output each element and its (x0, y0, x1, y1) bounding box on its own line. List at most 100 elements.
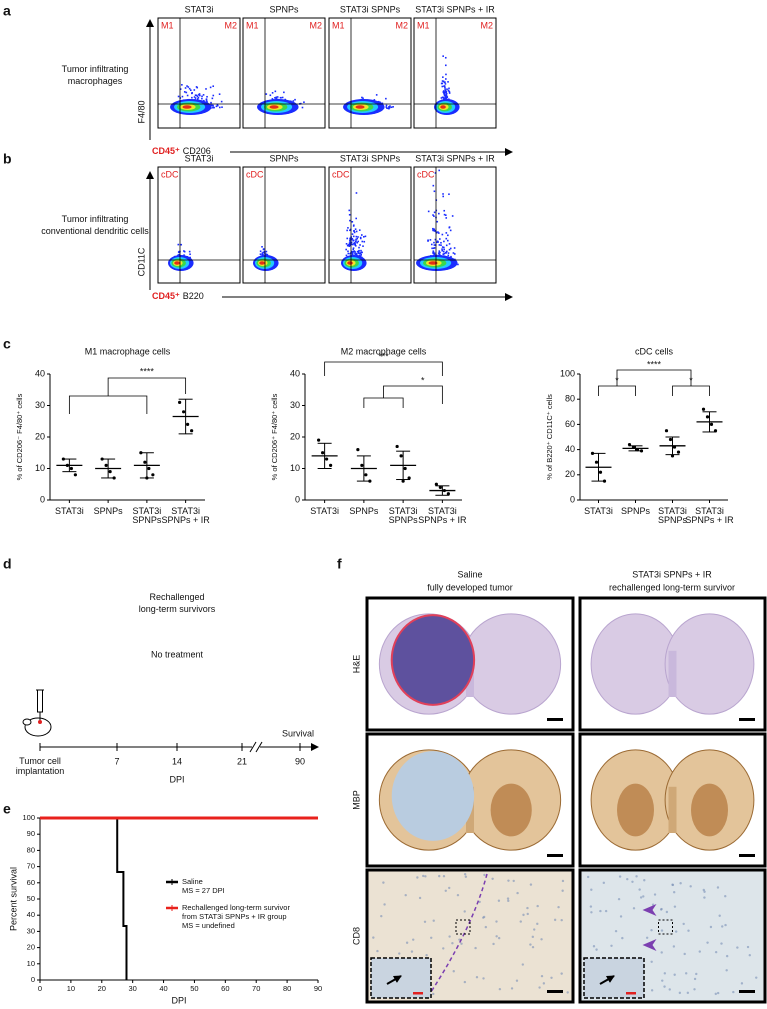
flow-event (445, 78, 447, 80)
flow-event (431, 247, 433, 250)
cell-nucleus (398, 952, 401, 955)
cell-nucleus (566, 991, 569, 994)
cell-nucleus (674, 930, 678, 933)
cell-nucleus (610, 944, 613, 948)
arm-label: Rechallenged long-term survivors (139, 592, 216, 614)
flow-event (433, 252, 436, 255)
flow-event (445, 73, 447, 76)
cell-nucleus (515, 979, 519, 982)
cell-nucleus (412, 938, 415, 941)
cell-nucleus (617, 897, 621, 901)
data-point (186, 422, 190, 426)
axis-text: CD206 (183, 146, 211, 156)
cell-nucleus (716, 886, 720, 889)
cell-nucleus (621, 936, 624, 940)
survival-line (40, 817, 128, 980)
flow-event (447, 81, 449, 83)
cell-nucleus (720, 942, 723, 945)
flow-event (375, 94, 378, 96)
flow-event (178, 253, 181, 256)
quadrant-label: cDC (332, 169, 350, 179)
cell-nucleus (540, 938, 543, 941)
y-tick-label: 50 (27, 894, 35, 903)
flow-event (351, 237, 354, 240)
y-tick-label: 40 (35, 368, 45, 378)
flow-event (349, 219, 351, 222)
density-core (269, 105, 279, 109)
y-tick-label: 40 (27, 910, 35, 919)
cell-nucleus (590, 911, 593, 914)
flow-event (437, 231, 439, 233)
flow-event (213, 106, 215, 109)
data-point (676, 450, 681, 454)
flow-event (438, 244, 441, 246)
flow-event (442, 96, 445, 99)
flow-event (184, 87, 187, 89)
flow-event (187, 86, 190, 88)
y-tick-label: 10 (27, 959, 35, 968)
inset-arrow (599, 975, 615, 985)
flow-event (392, 105, 394, 108)
flow-event (445, 98, 447, 100)
flow-event (353, 231, 356, 234)
row-label: H&E (351, 655, 361, 674)
cell-nucleus (639, 896, 643, 899)
axis-break (249, 741, 257, 753)
flow-event (262, 248, 265, 251)
quadrant-label: M2 (395, 20, 408, 30)
flow-event (177, 243, 180, 246)
flow-plot: STAT3i cDC (157, 153, 241, 284)
x-tick-label: 30 (128, 984, 136, 993)
cell-nucleus (631, 880, 634, 883)
cell-nucleus (748, 954, 751, 957)
cell-nucleus (660, 951, 663, 954)
flow-event (211, 104, 214, 107)
cell-nucleus (506, 897, 510, 900)
quadrant-label: M1 (246, 20, 259, 30)
y-tick-label: 20 (27, 943, 35, 952)
cell-nucleus (604, 909, 608, 913)
flow-event (434, 229, 437, 232)
data-point (147, 466, 151, 471)
flow-event (360, 253, 362, 256)
flow-event (446, 239, 449, 242)
legend-text: Rechallenged long-term survivor (182, 903, 290, 912)
cell-nucleus (678, 991, 682, 995)
flow-event (352, 250, 355, 253)
row-label: MBP (351, 790, 361, 810)
cell-nucleus (661, 979, 664, 982)
density-core (174, 261, 180, 265)
quadrant-label: M2 (480, 20, 493, 30)
flow-event (189, 253, 191, 256)
cell-nucleus (533, 928, 536, 931)
cell-nucleus (716, 991, 720, 995)
flow-event (442, 253, 445, 255)
x-axis-label: DPI (171, 995, 186, 1005)
cell-nucleus (660, 929, 664, 932)
plot-frame (328, 166, 412, 284)
flow-event (206, 100, 208, 103)
cell-nucleus (642, 895, 645, 898)
flow-event (198, 93, 200, 96)
flow-plot: SPNPs cDC (242, 153, 326, 284)
cell-nucleus (438, 874, 441, 878)
flow-event (186, 94, 189, 97)
flow-event (292, 100, 295, 102)
column-title: SPNPs (269, 4, 299, 14)
timeline-tick-label: 21 (237, 756, 247, 766)
x-tick-label: STAT3i SPNPs (658, 506, 688, 525)
flow-event (448, 248, 451, 251)
cell-nucleus (595, 948, 598, 951)
flow-event (438, 232, 440, 234)
cell-nucleus (553, 918, 557, 922)
flow-event (209, 86, 212, 89)
flow-event (436, 241, 438, 244)
cell-nucleus (724, 923, 727, 927)
cell-nucleus (650, 960, 653, 963)
cell-nucleus (724, 895, 727, 898)
flow-event (447, 89, 450, 92)
column-title: SPNPs (269, 153, 299, 163)
x-tick-label: SPNPs (621, 506, 651, 516)
y-axis-label: % of CD206⁺ F4/80⁺ cells (270, 393, 279, 480)
significance-bracket (383, 385, 443, 404)
